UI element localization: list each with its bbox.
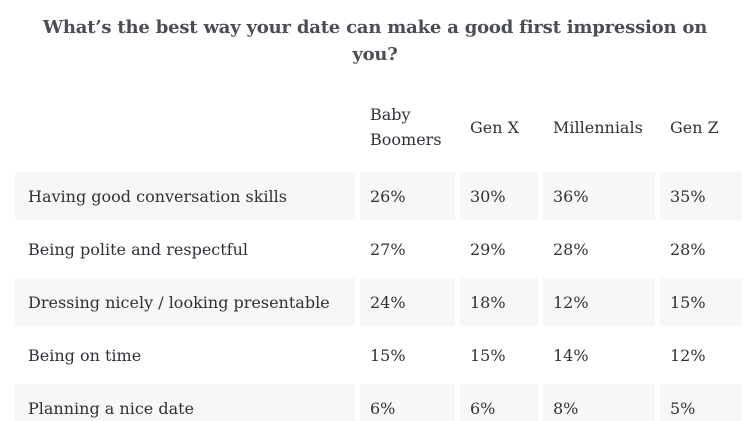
column-header-millennials: Millennials	[543, 89, 655, 167]
table-row: Dressing nicely / looking presentable 24…	[15, 278, 742, 326]
value-cell: 27%	[360, 225, 455, 273]
row-label: Dressing nicely / looking presentable	[15, 278, 355, 326]
value-cell: 6%	[460, 384, 538, 421]
value-cell: 14%	[543, 331, 655, 379]
table-row: Being on time 15% 15% 14% 12%	[15, 331, 742, 379]
row-label: Having good conversation skills	[15, 172, 355, 220]
value-cell: 30%	[460, 172, 538, 220]
value-cell: 29%	[460, 225, 538, 273]
value-cell: 15%	[360, 331, 455, 379]
row-label: Being polite and respectful	[15, 225, 355, 273]
table-header: Baby Boomers Gen X Millennials Gen Z	[15, 89, 742, 167]
value-cell: 15%	[660, 278, 742, 326]
value-cell: 12%	[660, 331, 742, 379]
table-row: Having good conversation skills 26% 30% …	[15, 172, 742, 220]
value-cell: 28%	[543, 225, 655, 273]
value-cell: 8%	[543, 384, 655, 421]
table-row: Being polite and respectful 27% 29% 28% …	[15, 225, 742, 273]
value-cell: 36%	[543, 172, 655, 220]
survey-table: Baby Boomers Gen X Millennials Gen Z Hav…	[10, 84, 747, 421]
value-cell: 24%	[360, 278, 455, 326]
table-body: Having good conversation skills 26% 30% …	[15, 172, 742, 421]
column-header-gen-z: Gen Z	[660, 89, 742, 167]
header-row: Baby Boomers Gen X Millennials Gen Z	[15, 89, 742, 167]
value-cell: 12%	[543, 278, 655, 326]
column-header-baby-boomers: Baby Boomers	[360, 89, 455, 167]
column-header-gen-x: Gen X	[460, 89, 538, 167]
value-cell: 15%	[460, 331, 538, 379]
value-cell: 5%	[660, 384, 742, 421]
row-label: Being on time	[15, 331, 355, 379]
value-cell: 6%	[360, 384, 455, 421]
page-title: What’s the best way your date can make a…	[42, 17, 708, 65]
corner-cell	[15, 89, 355, 167]
value-cell: 28%	[660, 225, 742, 273]
value-cell: 18%	[460, 278, 538, 326]
row-label: Planning a nice date	[15, 384, 355, 421]
value-cell: 26%	[360, 172, 455, 220]
value-cell: 35%	[660, 172, 742, 220]
table-row: Planning a nice date 6% 6% 8% 5%	[15, 384, 742, 421]
